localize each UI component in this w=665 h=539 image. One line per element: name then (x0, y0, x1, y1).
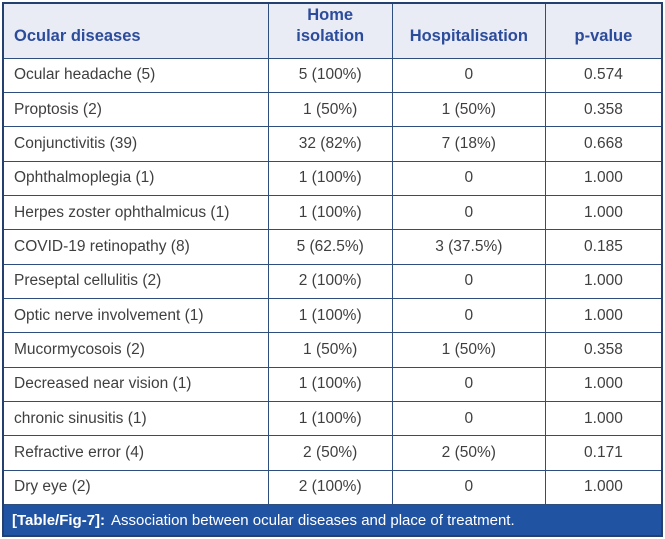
cell-disease: Ocular headache (5) (4, 57, 269, 93)
table-row: chronic sinusitis (1) 1 (100%) 0 1.000 (4, 400, 661, 437)
cell-home-isolation: 1 (100%) (267, 400, 393, 437)
cell-hospitalisation: 0 (391, 366, 546, 402)
cell-hospitalisation: 0 (391, 194, 546, 231)
cell-home-isolation: 1 (100%) (267, 297, 393, 334)
cell-home-isolation: 5 (100%) (267, 57, 393, 93)
caption-text: Association between ocular diseases and … (111, 511, 515, 529)
cell-hospitalisation: 0 (391, 400, 546, 437)
cell-home-isolation: 5 (62.5%) (267, 229, 393, 265)
table-row: Refractive error (4) 2 (50%) 2 (50%) 0.1… (4, 435, 661, 471)
cell-disease: Conjunctivitis (39) (4, 126, 269, 162)
cell-home-isolation: 2 (100%) (267, 263, 393, 299)
cell-p-value: 1.000 (544, 400, 661, 437)
cell-disease: Refractive error (4) (4, 435, 269, 471)
cell-disease: Proptosis (2) (4, 91, 269, 128)
column-header-hospitalisation: Hospitalisation (391, 4, 546, 59)
cell-home-isolation: 1 (100%) (267, 366, 393, 402)
cell-disease: COVID-19 retinopathy (8) (4, 229, 269, 265)
cell-home-isolation: 2 (100%) (267, 469, 393, 506)
table-row: Dry eye (2) 2 (100%) 0 1.000 (4, 469, 661, 506)
cell-home-isolation: 1 (100%) (267, 194, 393, 231)
cell-hospitalisation: 7 (18%) (391, 126, 546, 162)
cell-p-value: 1.000 (544, 160, 661, 196)
table-header: Ocular diseases Home isolation Hospitali… (4, 4, 661, 59)
table-row: Conjunctivitis (39) 32 (82%) 7 (18%) 0.6… (4, 126, 661, 162)
table-row: Herpes zoster ophthalmicus (1) 1 (100%) … (4, 194, 661, 231)
cell-home-isolation: 1 (50%) (267, 91, 393, 128)
cell-disease: Preseptal cellulitis (2) (4, 263, 269, 299)
ocular-diseases-table: Ocular diseases Home isolation Hospitali… (4, 4, 661, 506)
cell-p-value: 1.000 (544, 469, 661, 506)
cell-home-isolation: 1 (50%) (267, 332, 393, 368)
table-row: Ophthalmoplegia (1) 1 (100%) 0 1.000 (4, 160, 661, 196)
cell-p-value: 0.358 (544, 332, 661, 368)
cell-home-isolation: 1 (100%) (267, 160, 393, 196)
table-row: Mucormycosois (2) 1 (50%) 1 (50%) 0.358 (4, 332, 661, 368)
header-row: Ocular diseases Home isolation Hospitali… (4, 4, 661, 59)
cell-disease: Ophthalmoplegia (1) (4, 160, 269, 196)
table-row: Ocular headache (5) 5 (100%) 0 0.574 (4, 57, 661, 93)
table-row: COVID-19 retinopathy (8) 5 (62.5%) 3 (37… (4, 229, 661, 265)
cell-p-value: 0.171 (544, 435, 661, 471)
cell-p-value: 0.185 (544, 229, 661, 265)
caption-label: [Table/Fig-7]: (12, 511, 106, 529)
cell-disease: Mucormycosois (2) (4, 332, 269, 368)
cell-disease: Optic nerve involvement (1) (4, 297, 269, 334)
cell-hospitalisation: 0 (391, 263, 546, 299)
cell-disease: Decreased near vision (1) (4, 366, 269, 402)
cell-hospitalisation: 0 (391, 297, 546, 334)
cell-hospitalisation: 0 (391, 469, 546, 506)
caption-bar: [Table/Fig-7]: Association between ocula… (4, 505, 661, 535)
cell-disease: Dry eye (2) (4, 469, 269, 506)
cell-hospitalisation: 1 (50%) (391, 91, 546, 128)
cell-home-isolation: 2 (50%) (267, 435, 393, 471)
table-row: Proptosis (2) 1 (50%) 1 (50%) 0.358 (4, 91, 661, 128)
cell-hospitalisation: 1 (50%) (391, 332, 546, 368)
cell-hospitalisation: 3 (37.5%) (391, 229, 546, 265)
column-header-ocular-diseases: Ocular diseases (4, 4, 269, 59)
cell-disease: chronic sinusitis (1) (4, 400, 269, 437)
table-body: Ocular headache (5) 5 (100%) 0 0.574 Pro… (4, 57, 661, 506)
cell-p-value: 0.358 (544, 91, 661, 128)
cell-hospitalisation: 0 (391, 57, 546, 93)
column-header-p-value: p-value (544, 4, 661, 59)
cell-hospitalisation: 2 (50%) (391, 435, 546, 471)
cell-p-value: 1.000 (544, 366, 661, 402)
table-row: Preseptal cellulitis (2) 2 (100%) 0 1.00… (4, 263, 661, 299)
cell-p-value: 0.574 (544, 57, 661, 93)
table-row: Decreased near vision (1) 1 (100%) 0 1.0… (4, 366, 661, 402)
cell-p-value: 1.000 (544, 194, 661, 231)
cell-home-isolation: 32 (82%) (267, 126, 393, 162)
cell-p-value: 0.668 (544, 126, 661, 162)
cell-p-value: 1.000 (544, 263, 661, 299)
cell-p-value: 1.000 (544, 297, 661, 334)
cell-hospitalisation: 0 (391, 160, 546, 196)
table-row: Optic nerve involvement (1) 1 (100%) 0 1… (4, 297, 661, 334)
column-header-home-isolation: Home isolation (267, 4, 393, 59)
cell-disease: Herpes zoster ophthalmicus (1) (4, 194, 269, 231)
